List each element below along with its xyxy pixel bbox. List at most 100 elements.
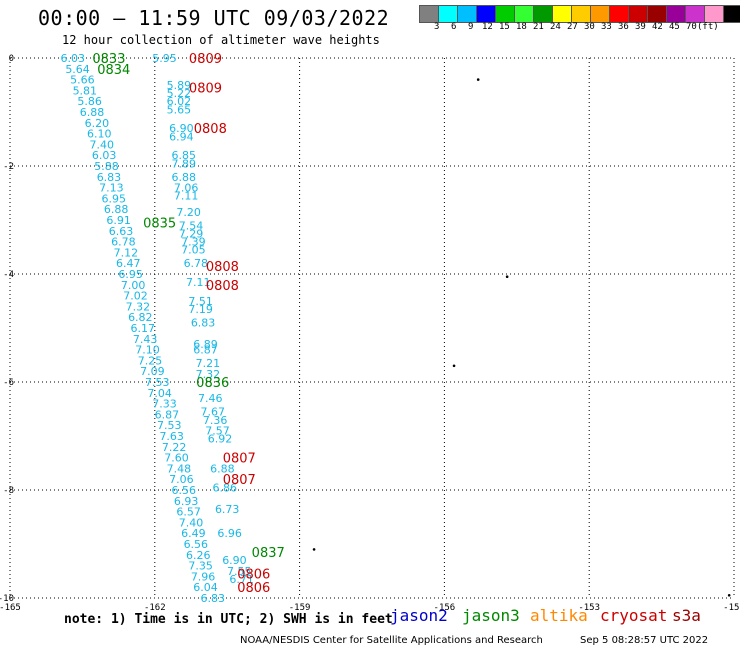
wave-height-label: 7.11 [174,190,199,203]
pass-time-label: 0807 [223,452,256,467]
wave-height-label: 6.47 [116,257,141,270]
wave-height-label: 6.88 [80,106,105,119]
note-text: note: 1) Time is in UTC; 2) SWH is in fe… [64,612,393,627]
wave-height-label: 7.29 [179,228,204,241]
wave-height-label: 7.00 [121,279,146,292]
legend-item-jason3: jason3 [462,606,520,625]
colorbar-label: 21 [533,22,544,32]
colorbar-label: 70 [686,22,697,32]
colorbar-labels: 3 6 9 12 15 18 21 24 27 30 33 36 39 42 45 70 (ft) [420,22,740,34]
wave-height-label: 7.06 [174,182,199,195]
wave-height-label: 7.12 [114,246,139,259]
wave-height-label: 6.78 [111,236,136,249]
colorbar [419,5,740,23]
pass-time-label: 0808 [194,122,227,137]
wave-height-label: 7.22 [162,441,187,454]
wave-height-label: 6.83 [200,592,225,605]
wave-height-label: 7.21 [196,357,221,370]
legend-item-altika: altika [530,606,588,625]
pass-time-label: 0836 [196,376,229,391]
wave-height-label: 6.03 [92,149,117,162]
colorbar-label: 18 [516,22,527,32]
wave-height-label: 7.55 [227,565,252,578]
wave-height-label: 6.86 [213,481,238,494]
wave-height-label: 7.05 [181,244,206,257]
legend-item-jason2: jason2 [390,606,448,625]
wave-height-label: 7.33 [152,398,177,411]
wave-height-label: 5.81 [73,84,98,97]
pass-time-label: 0806 [237,581,270,596]
y-tick-label: -4 [3,270,14,280]
y-tick-label: 0 [9,54,14,64]
x-tick-label: -153 [578,603,600,613]
wave-height-label: 7.51 [188,295,213,308]
wave-height-label: 6.94 [169,130,194,143]
colorbar-label: 3 [434,22,440,32]
wave-height-label: 5.64 [65,63,90,76]
wave-height-label: 6.87 [155,408,180,421]
wave-height-label: 7.40 [179,516,204,529]
y-tick-label: -6 [3,378,14,388]
wave-height-label: 7.10 [135,344,160,357]
wave-height-label: 6.63 [109,225,134,238]
wave-height-label: 6.83 [97,171,122,184]
colorbar-label: 12 [482,22,493,32]
wave-height-label: 6.26 [186,549,211,562]
wave-height-label: 5.86 [77,95,102,108]
colorbar-label: 45 [669,22,680,32]
wave-height-label: 7.20 [176,206,201,219]
wave-height-label: 6.56 [184,538,209,551]
page-subtitle: 12 hour collection of altimeter wave hei… [62,33,380,47]
wave-height-label: 7.57 [205,425,230,438]
wave-height-label: 6.17 [130,322,155,335]
wave-height-label: 5.89 [167,79,192,92]
wave-height-label: 6.73 [215,503,240,516]
wave-height-label: 6.88 [210,462,235,475]
wave-height-label: 7.53 [157,419,182,432]
x-tick-label: -150 [723,603,740,613]
wave-height-label: 6.92 [208,433,233,446]
x-tick-label: -165 [0,603,21,613]
colorbar-label: 15 [499,22,510,32]
wave-height-label: 7.35 [188,560,213,573]
wave-height-label: 7.04 [147,387,172,400]
wave-height-label: 6.82 [128,311,153,324]
wave-height-label: 7.19 [188,303,213,316]
colorbar-label: 27 [567,22,578,32]
wave-height-label: 7.43 [133,333,158,346]
x-tick-label: -162 [144,603,166,613]
wave-height-label: 6.87 [193,344,218,357]
pass-time-label: 0837 [252,546,285,561]
legend-item-s3a: s3a [672,606,701,625]
wave-height-label: 7.11 [186,276,211,289]
y-tick-label: -10 [0,594,14,604]
island-marker [312,548,316,551]
wave-height-label: 7.96 [191,570,216,583]
wave-height-label: 6.83 [191,317,216,330]
wave-height-label: 6.71 [229,573,254,586]
colorbar-label: 9 [468,22,474,32]
wave-height-label: 6.03 [60,52,85,65]
wave-height-label: 6.20 [85,117,110,130]
wave-height-label: 5.66 [70,74,95,87]
wave-height-label: 6.90 [169,122,194,135]
pass-time-label: 0834 [97,63,130,78]
wave-height-label: 7.25 [138,354,163,367]
y-tick-label: -2 [3,162,14,172]
wave-height-label: 6.89 [193,338,218,351]
pass-time-label: 0809 [189,52,222,67]
wave-height-label: 5.65 [167,103,192,116]
wave-height-label: 6.96 [217,527,242,540]
wave-height-label: 5.22 [167,87,192,100]
wave-height-label: 7.63 [159,430,184,443]
wave-height-label: 6.56 [172,484,197,497]
wave-height-label: 6.95 [102,192,127,205]
wave-height-label: 6.93 [174,495,199,508]
colorbar-label: (ft) [697,22,719,32]
wave-height-label: 7.48 [167,462,192,475]
wave-height-label: 7.67 [200,406,225,419]
wave-height-label: 6.10 [87,128,112,141]
wave-height-label: 6.88 [104,203,129,216]
legend-item-cryosat: cryosat [600,606,668,625]
wave-height-label: 7.06 [169,473,194,486]
